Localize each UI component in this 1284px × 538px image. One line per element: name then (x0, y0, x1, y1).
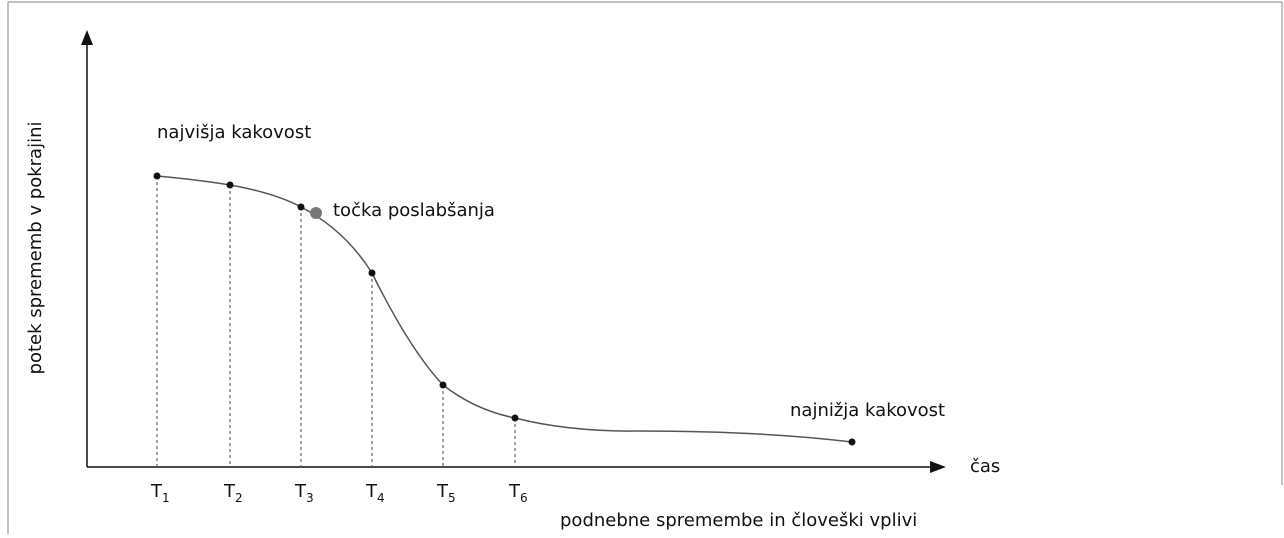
curve-points (153, 172, 856, 446)
time-mark-sub: 5 (448, 491, 456, 505)
time-mark-base: T (365, 481, 378, 502)
curve (156, 175, 853, 443)
annotation-highest: najvišja kakovost (157, 122, 311, 143)
curve-point (297, 203, 305, 211)
time-mark-sub: 1 (162, 491, 170, 505)
time-mark-label: T6 (508, 481, 528, 505)
frame (7, 1, 1283, 534)
x-axis-arrow (930, 461, 946, 473)
time-mark-base: T (294, 481, 307, 502)
time-mark-base: T (508, 481, 521, 502)
time-mark-sub: 3 (306, 491, 314, 505)
time-mark-label: T1 (150, 481, 170, 505)
curve-point (439, 381, 447, 389)
curve-point (848, 438, 856, 446)
curve-point (226, 181, 234, 189)
annotation-lowest: najnižja kakovost (790, 400, 945, 421)
curve-point (368, 269, 376, 277)
time-mark-sub: 2 (235, 491, 243, 505)
time-mark-base: T (223, 481, 236, 502)
time-mark-base: T (436, 481, 449, 502)
annotation-turning-point: točka poslabšanja (333, 200, 495, 221)
y-axis-label: potek sprememb v pokrajini (25, 122, 46, 375)
curve-point (153, 172, 161, 180)
y-axis-arrow (81, 30, 93, 45)
time-mark-base: T (150, 481, 163, 502)
time-mark-label: T3 (294, 481, 314, 505)
x-axis-label: čas (970, 456, 1000, 477)
turning-point-marker (310, 207, 322, 219)
time-mark-label: T2 (223, 481, 243, 505)
time-mark-label: T5 (436, 481, 456, 505)
time-mark-sub: 4 (377, 491, 385, 505)
x-axis-caption: podnebne spremembe in človeški vplivi (560, 510, 917, 531)
time-mark-label: T4 (365, 481, 385, 505)
drop-lines (156, 176, 516, 467)
time-mark-sub: 6 (520, 491, 528, 505)
curve-point (511, 414, 519, 422)
time-marks: T1 T2 T3 T4 T5 T6 (150, 481, 528, 505)
